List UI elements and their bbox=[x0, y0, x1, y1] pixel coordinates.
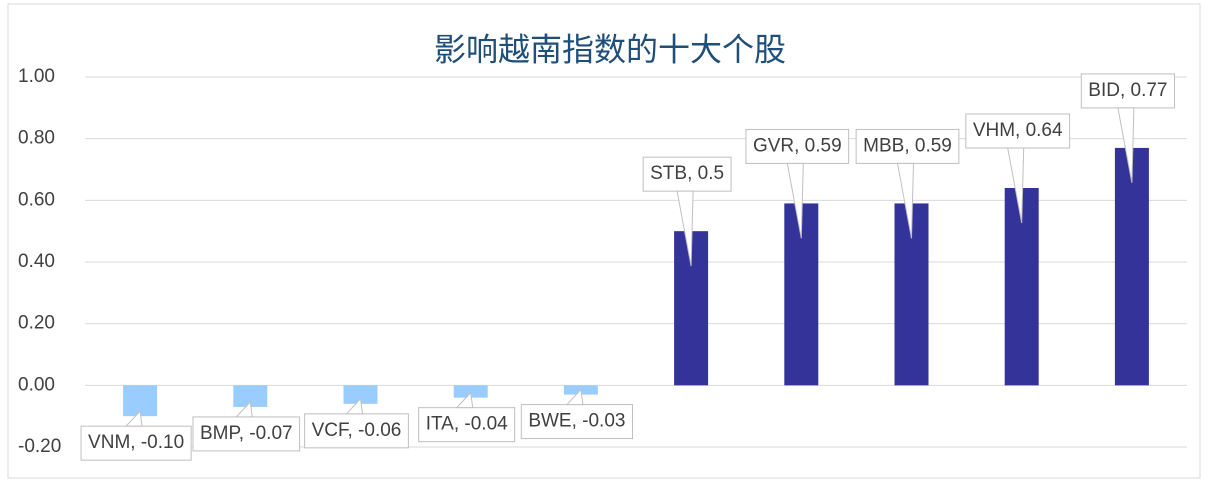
label-pointer bbox=[896, 162, 915, 239]
label-box bbox=[745, 128, 850, 164]
data-label: BMP, -0.07 bbox=[192, 400, 301, 452]
y-tick-label: 0.40 bbox=[18, 251, 55, 272]
label-pointer bbox=[345, 397, 364, 415]
y-tick-label: 0.60 bbox=[18, 189, 55, 210]
y-tick-label: 0.00 bbox=[18, 374, 55, 395]
label-pointer bbox=[124, 410, 143, 427]
label-pointer bbox=[455, 391, 474, 409]
data-label-text: ITA, -0.04 bbox=[426, 414, 508, 435]
y-tick-label: -0.20 bbox=[18, 436, 61, 457]
data-label-text: STB, 0.5 bbox=[650, 163, 724, 184]
bar bbox=[233, 385, 268, 407]
data-label: STB, 0.5 bbox=[642, 156, 732, 267]
y-tick-label: 0.80 bbox=[18, 128, 55, 149]
chart-border bbox=[7, 3, 1201, 479]
data-label: VHM, 0.64 bbox=[965, 113, 1071, 224]
data-label-text: VNM, -0.10 bbox=[88, 432, 184, 453]
label-box bbox=[192, 416, 301, 452]
data-label-text: BWE, -0.03 bbox=[528, 411, 625, 432]
bar bbox=[453, 385, 488, 398]
label-box bbox=[855, 128, 960, 164]
label-box bbox=[965, 113, 1071, 149]
data-label-text: MBB, 0.59 bbox=[863, 135, 952, 156]
data-label: BWE, -0.03 bbox=[520, 388, 633, 440]
data-label-text: VHM, 0.64 bbox=[973, 120, 1063, 141]
data-label-text: GVR, 0.59 bbox=[753, 135, 842, 156]
bar bbox=[343, 385, 378, 404]
label-pointer bbox=[235, 400, 253, 418]
bar bbox=[1114, 147, 1149, 386]
data-label-text: BMP, -0.07 bbox=[200, 423, 293, 444]
data-label: VCF, -0.06 bbox=[304, 397, 409, 449]
label-box bbox=[418, 407, 516, 443]
data-label: GVR, 0.59 bbox=[745, 128, 850, 239]
data-label-text: BID, 0.77 bbox=[1088, 80, 1167, 101]
label-pointer bbox=[676, 190, 694, 267]
label-box bbox=[642, 156, 732, 192]
y-tick-label: 1.00 bbox=[18, 66, 55, 87]
data-label-text: VCF, -0.06 bbox=[312, 420, 402, 441]
data-label: ITA, -0.04 bbox=[418, 391, 516, 443]
y-tick-label: 0.20 bbox=[18, 313, 55, 334]
data-label: BID, 0.77 bbox=[1080, 73, 1176, 184]
label-pointer bbox=[1117, 107, 1135, 184]
label-box bbox=[520, 404, 633, 440]
data-label: MBB, 0.59 bbox=[855, 128, 960, 239]
label-box bbox=[80, 425, 192, 461]
label-pointer bbox=[1007, 147, 1025, 224]
data-label: VNM, -0.10 bbox=[80, 410, 192, 461]
chart-title: 影响越南指数的十大个股 bbox=[434, 31, 786, 67]
label-pointer bbox=[786, 162, 804, 239]
label-pointer bbox=[565, 388, 584, 406]
